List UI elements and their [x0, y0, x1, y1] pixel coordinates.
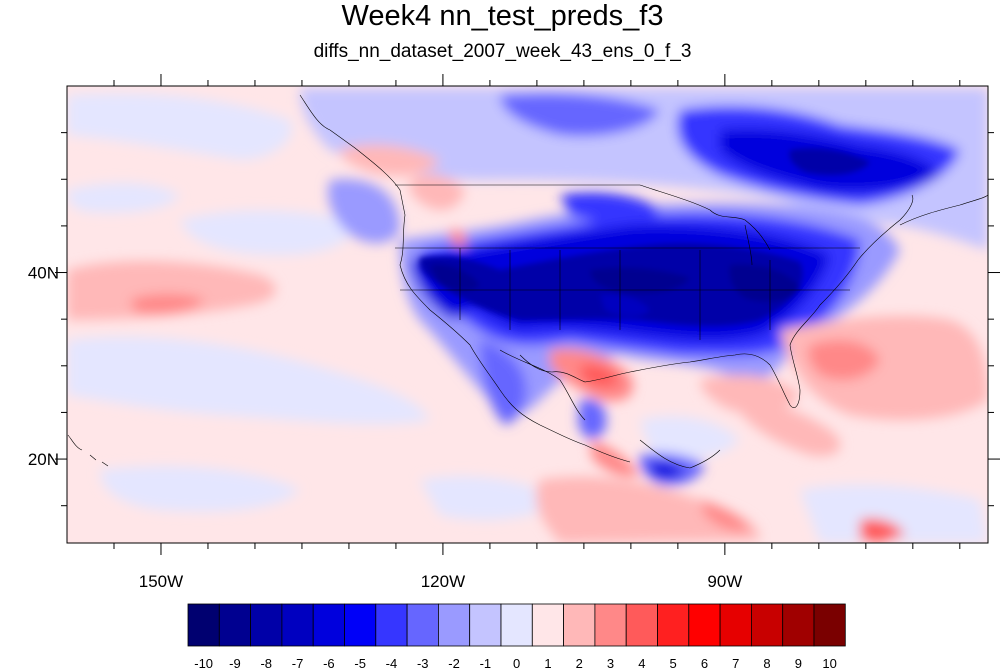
colorbar-label: 3 — [607, 656, 614, 671]
colorbar-swatch — [218, 603, 252, 647]
colorbar-label: -2 — [448, 656, 460, 671]
plot-title: Week4 nn_test_preds_f3 — [341, 0, 664, 32]
colorbar-label: -5 — [354, 656, 366, 671]
lon-tick-label: 150W — [139, 572, 183, 591]
colorbar-swatch — [594, 603, 627, 647]
colorbar-swatch — [250, 603, 283, 647]
colorbar-swatch — [657, 603, 690, 647]
anomaly-field — [67, 86, 988, 543]
colorbar-swatch — [437, 603, 471, 647]
colorbar-swatch — [531, 603, 564, 647]
colorbar-label: -6 — [323, 656, 335, 671]
colorbar-swatch — [281, 603, 314, 647]
colorbar-swatch — [375, 603, 408, 647]
colorbar-swatch — [719, 603, 752, 647]
lat-tick-label: 40N — [28, 264, 59, 283]
colorbar-swatch — [187, 603, 220, 647]
colorbar-label: 10 — [822, 656, 836, 671]
colorbar-swatch — [813, 603, 846, 647]
plot-subtitle: diffs_nn_dataset_2007_week_43_ens_0_f_3 — [313, 41, 692, 62]
colorbar-swatch — [782, 603, 815, 647]
axis-tick-labels: 150W 120W 90W 40N 20N — [28, 264, 743, 591]
coastlines — [67, 94, 988, 469]
colorbar-label: -8 — [260, 656, 272, 671]
colorbar-label: 8 — [763, 656, 770, 671]
colorbar-swatch — [563, 603, 596, 647]
colorbar-label: -4 — [386, 656, 398, 671]
colorbar-label: 2 — [576, 656, 583, 671]
colorbar-label: -10 — [194, 656, 213, 671]
colorbar-label: -9 — [229, 656, 241, 671]
colorbar-label: 6 — [701, 656, 708, 671]
colorbar — [187, 603, 846, 647]
map-frame — [66, 85, 989, 544]
colorbar-swatch — [500, 603, 533, 647]
colorbar-labels: -10 -9 -8 -7 -6 -5 -4 -3 -2 -1 0 1 2 3 4 5 6 7 8 9 10 — [194, 656, 837, 671]
colorbar-swatch — [688, 603, 721, 647]
colorbar-swatch — [344, 603, 377, 647]
colorbar-swatch — [751, 603, 784, 647]
colorbar-label: -1 — [480, 656, 492, 671]
colorbar-label: 4 — [638, 656, 645, 671]
colorbar-label: 0 — [513, 656, 520, 671]
colorbar-label: -3 — [417, 656, 429, 671]
colorbar-label: 5 — [670, 656, 677, 671]
colorbar-label: 9 — [795, 656, 802, 671]
colorbar-swatch — [469, 603, 502, 647]
colorbar-swatch — [625, 603, 658, 647]
lat-tick-label: 20N — [28, 450, 59, 469]
colorbar-swatch — [312, 603, 345, 647]
colorbar-swatch — [406, 603, 439, 647]
axis-ticks — [55, 74, 1000, 555]
colorbar-label: -7 — [292, 656, 304, 671]
lon-tick-label: 90W — [707, 572, 742, 591]
colorbar-label: 1 — [544, 656, 551, 671]
colorbar-label: 7 — [732, 656, 739, 671]
lon-tick-label: 120W — [421, 572, 465, 591]
